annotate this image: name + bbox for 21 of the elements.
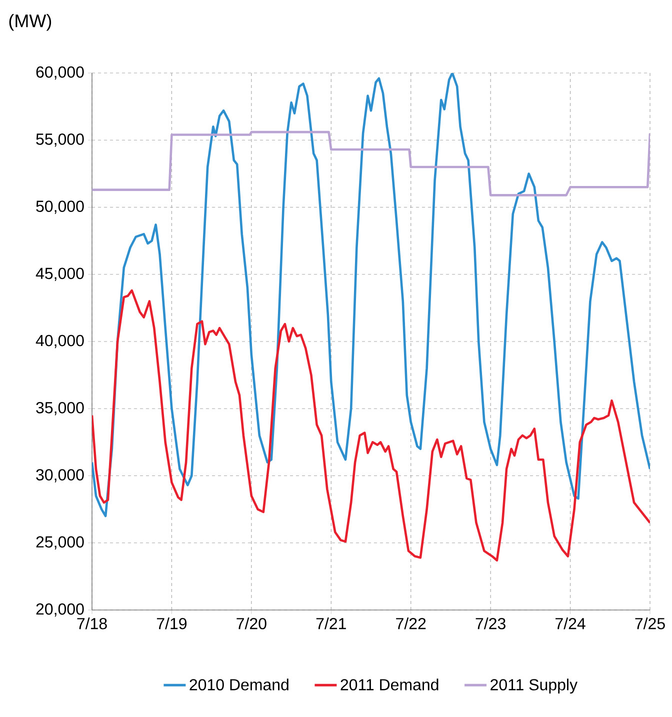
x-tick-label: 7/18 [77,618,107,630]
x-tick-label: 7/21 [316,618,346,630]
legend-label: 2011 Supply [490,678,578,694]
x-tick-label: 7/25 [635,618,665,630]
x-tick-label: 7/23 [476,618,506,630]
y-tick-label: 45,000 [36,268,84,281]
y-tick-label: 60,000 [36,66,84,80]
y-tick-label: 40,000 [36,334,84,348]
x-tick-label: 7/19 [156,618,187,630]
y-tick-label: 35,000 [36,402,84,416]
x-tick-label: 7/20 [236,618,266,630]
y-tick-label: 25,000 [36,536,84,550]
y-tick-label: 20,000 [36,603,84,617]
legend-label: 2010 Demand [190,678,288,690]
x-tick-label: 7/24 [556,618,586,630]
y-tick-label: 30,000 [36,469,84,482]
legend-label: 2011 Demand [340,678,438,690]
y-tick-label: 55,000 [36,134,84,147]
y-tick-label: 50,000 [36,200,84,214]
x-tick-label: 7/22 [396,618,426,630]
y-axis-title: (MW) [9,14,52,31]
